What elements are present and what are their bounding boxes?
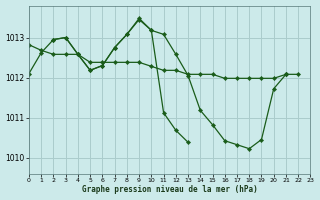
X-axis label: Graphe pression niveau de la mer (hPa): Graphe pression niveau de la mer (hPa)	[82, 185, 258, 194]
